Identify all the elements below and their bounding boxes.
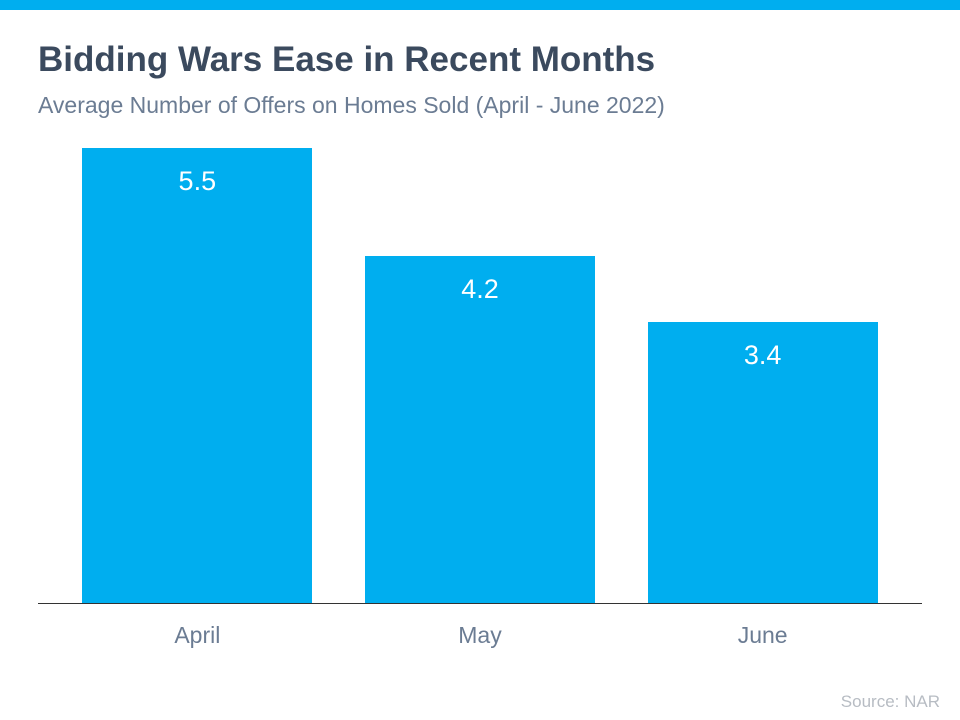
bar-value-label: 5.5 <box>179 166 217 603</box>
chart-container: Bidding Wars Ease in Recent Months Avera… <box>0 10 960 669</box>
x-label-april: April <box>82 622 312 649</box>
x-label-june: June <box>648 622 878 649</box>
bar-may: 4.2 <box>365 256 595 603</box>
source-attribution: Source: NAR <box>841 692 940 712</box>
chart-subtitle: Average Number of Offers on Homes Sold (… <box>38 92 922 119</box>
bar-april: 5.5 <box>82 148 312 603</box>
chart-plot-area: 5.5 4.2 3.4 <box>38 149 922 604</box>
top-accent-border <box>0 0 960 10</box>
x-axis-labels: April May June <box>38 604 922 649</box>
chart-title: Bidding Wars Ease in Recent Months <box>38 40 922 80</box>
bar-value-label: 3.4 <box>744 340 782 603</box>
bar-value-label: 4.2 <box>461 274 499 603</box>
x-label-may: May <box>365 622 595 649</box>
bar-june: 3.4 <box>648 322 878 603</box>
